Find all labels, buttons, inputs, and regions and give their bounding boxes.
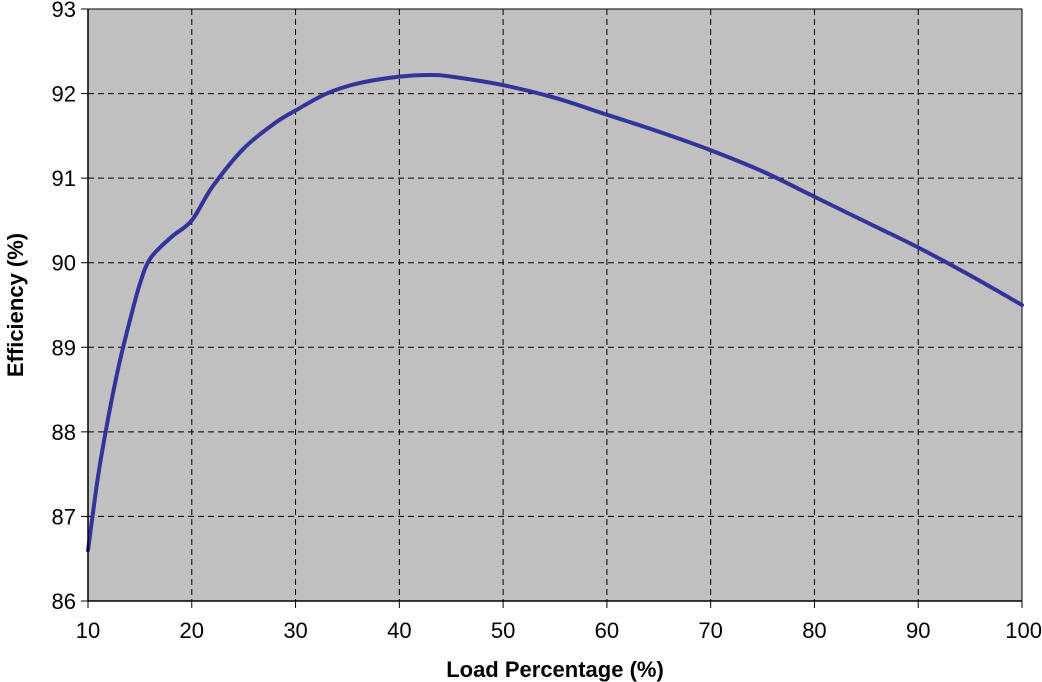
x-tick-label: 50 bbox=[491, 618, 515, 643]
y-tick-label: 90 bbox=[52, 251, 76, 276]
x-tick-label: 20 bbox=[180, 618, 204, 643]
y-tick-label: 91 bbox=[52, 166, 76, 191]
plot-area bbox=[87, 8, 1023, 602]
tick-labels: 10 20 30 40 50 60 70 80 90 100 86 87 88 89 90 91 92 93 bbox=[52, 0, 1042, 643]
y-tick-label: 93 bbox=[52, 0, 76, 22]
y-tick-label: 89 bbox=[52, 335, 76, 360]
x-tick-label: 90 bbox=[906, 618, 930, 643]
x-tick-label: 80 bbox=[802, 618, 826, 643]
y-tick-label: 88 bbox=[52, 420, 76, 445]
x-tick-label: 70 bbox=[698, 618, 722, 643]
x-tick-label: 100 bbox=[1005, 618, 1042, 643]
y-axis-title: Efficiency (%) bbox=[3, 233, 28, 377]
y-tick-label: 92 bbox=[52, 82, 76, 107]
y-tick-label: 86 bbox=[52, 589, 76, 614]
x-tick-label: 60 bbox=[595, 618, 619, 643]
x-axis-title: Load Percentage (%) bbox=[446, 657, 664, 682]
x-tick-label: 10 bbox=[76, 618, 100, 643]
x-tick-label: 30 bbox=[283, 618, 307, 643]
x-tick-label: 40 bbox=[387, 618, 411, 643]
grid-lines bbox=[88, 9, 1022, 601]
efficiency-series-line bbox=[86, 72, 1024, 553]
y-tick-label: 87 bbox=[52, 504, 76, 529]
